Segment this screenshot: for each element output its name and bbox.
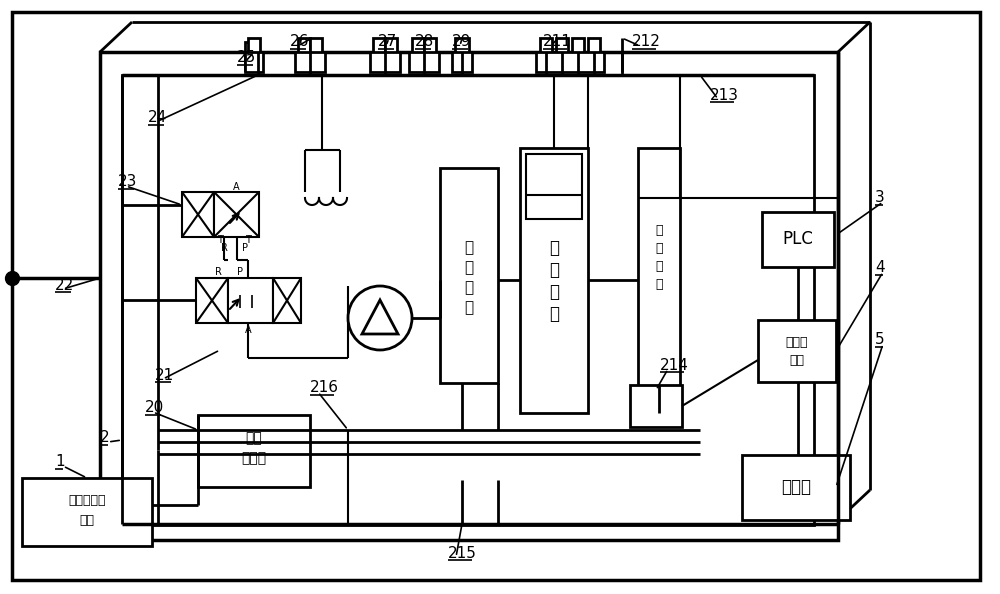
Text: 计算机: 计算机 (781, 478, 811, 496)
Bar (245, 52, 263, 72)
Text: 样: 样 (464, 261, 474, 276)
Text: 20: 20 (145, 400, 164, 415)
Bar (455, 38, 469, 54)
Text: 215: 215 (448, 545, 477, 561)
Bar (228, 278, 273, 323)
Bar (540, 38, 552, 54)
Text: 电源: 电源 (246, 431, 262, 445)
Bar (572, 38, 584, 54)
Bar (440, 168, 498, 383)
Bar (520, 148, 588, 413)
Text: 1: 1 (55, 454, 65, 469)
Text: T: T (217, 235, 223, 245)
Text: 换机: 换机 (790, 353, 804, 366)
Bar (370, 52, 400, 72)
Bar (298, 38, 310, 54)
Bar (385, 38, 397, 54)
Bar (638, 148, 680, 413)
Text: 5: 5 (875, 333, 885, 347)
Text: 22: 22 (55, 277, 74, 292)
Text: 通: 通 (655, 223, 663, 236)
Text: PLC: PLC (783, 230, 813, 248)
Text: 电源: 电源 (80, 513, 94, 526)
Text: 主: 主 (655, 260, 663, 273)
Bar (412, 38, 424, 54)
Text: R: R (221, 243, 227, 253)
Bar (526, 154, 582, 219)
Text: P: P (237, 267, 243, 277)
Text: 块: 块 (549, 305, 559, 323)
Text: 29: 29 (452, 34, 471, 49)
Text: 26: 26 (290, 34, 309, 49)
Bar (373, 38, 385, 54)
Bar (245, 42, 259, 70)
Bar (409, 52, 439, 72)
Text: 分: 分 (549, 239, 559, 257)
Text: 接线座: 接线座 (241, 451, 267, 465)
Bar (762, 212, 834, 267)
Text: 25: 25 (237, 50, 256, 65)
Bar (198, 415, 310, 487)
Bar (630, 385, 682, 427)
Text: 2: 2 (100, 431, 110, 446)
Bar (182, 192, 214, 237)
Text: 28: 28 (415, 34, 434, 49)
Text: 阀: 阀 (464, 301, 474, 315)
Bar (452, 52, 472, 72)
Bar (100, 52, 838, 540)
Bar (536, 52, 604, 72)
Text: 211: 211 (543, 34, 572, 49)
Text: 214: 214 (660, 358, 689, 372)
Text: 27: 27 (378, 34, 397, 49)
Bar (758, 320, 836, 382)
Text: 3: 3 (875, 191, 885, 206)
Text: A: A (233, 182, 239, 192)
Bar (245, 52, 259, 66)
Text: 24: 24 (148, 110, 167, 125)
Bar (588, 38, 600, 54)
Circle shape (348, 286, 412, 350)
Text: 井下交: 井下交 (786, 336, 808, 349)
Bar (310, 38, 322, 54)
Bar (122, 75, 814, 525)
Text: 析: 析 (549, 261, 559, 279)
Bar (556, 38, 568, 54)
Text: 进: 进 (464, 241, 474, 255)
Text: 21: 21 (155, 368, 174, 383)
Bar (248, 38, 260, 54)
Text: A: A (245, 325, 251, 335)
Bar (196, 278, 228, 323)
Text: 216: 216 (310, 381, 339, 396)
Text: 膜: 膜 (464, 280, 474, 295)
Text: 4: 4 (875, 261, 885, 276)
Text: 212: 212 (632, 34, 661, 49)
Bar (22, 478, 152, 546)
Text: 井下不间断: 井下不间断 (68, 494, 106, 507)
Text: 板: 板 (655, 277, 663, 290)
Bar (295, 52, 325, 72)
Text: 213: 213 (710, 87, 739, 103)
Text: P: P (242, 243, 248, 253)
Bar (273, 278, 301, 323)
Text: 信: 信 (655, 242, 663, 254)
Text: R: R (215, 267, 221, 277)
Text: T: T (245, 235, 251, 245)
Bar (424, 38, 436, 54)
Bar (742, 455, 850, 520)
Text: 23: 23 (118, 175, 137, 189)
Bar (214, 192, 259, 237)
Text: 模: 模 (549, 283, 559, 301)
